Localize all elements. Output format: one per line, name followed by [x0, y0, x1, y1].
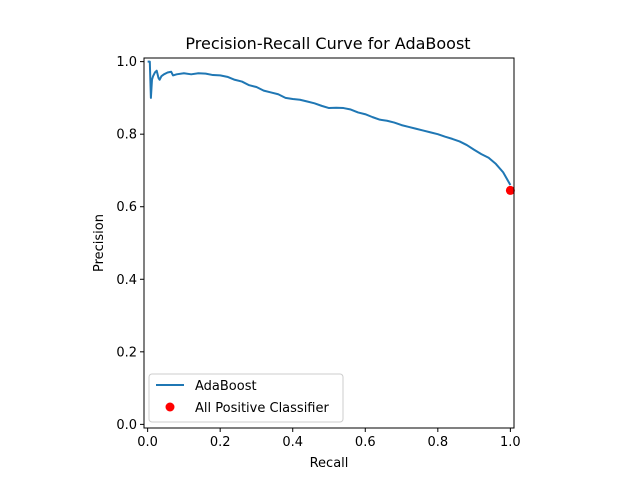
- y-tick-label: 0.8: [116, 128, 137, 143]
- point-all-positive-classifier: [505, 185, 515, 195]
- y-tick-label: 1.0: [116, 55, 137, 70]
- x-axis-ticks: 0.0 0.2 0.4 0.6 0.8 1.0: [137, 428, 521, 450]
- y-tick-label: 0.0: [116, 418, 137, 433]
- x-tick-label: 0.4: [282, 435, 303, 450]
- legend-marker-all-positive: [165, 402, 175, 412]
- legend: AdaBoost All Positive Classifier: [148, 373, 344, 423]
- series-line-adaboost: [147, 60, 512, 186]
- x-tick-label: 0.8: [427, 435, 448, 450]
- chart-title: Precision-Recall Curve for AdaBoost: [185, 34, 470, 53]
- y-tick-label: 0.4: [116, 273, 137, 288]
- x-tick-label: 0.2: [210, 435, 231, 450]
- x-axis-label: Recall: [310, 456, 349, 471]
- legend-label-all-positive: All Positive Classifier: [195, 401, 329, 416]
- y-axis-ticks: 0.0 0.2 0.4 0.6 0.8 1.0: [116, 55, 144, 433]
- legend-label-adaboost: AdaBoost: [195, 379, 257, 394]
- plot-frame: [143, 57, 515, 429]
- x-tick-label: 0.0: [137, 435, 158, 450]
- y-tick-label: 0.2: [116, 345, 137, 360]
- x-tick-label: 1.0: [500, 435, 521, 450]
- y-axis-label: Precision: [92, 214, 107, 272]
- y-tick-label: 0.6: [116, 200, 137, 215]
- plot-area: [147, 60, 515, 195]
- x-tick-label: 0.6: [355, 435, 376, 450]
- legend-box: [148, 373, 344, 423]
